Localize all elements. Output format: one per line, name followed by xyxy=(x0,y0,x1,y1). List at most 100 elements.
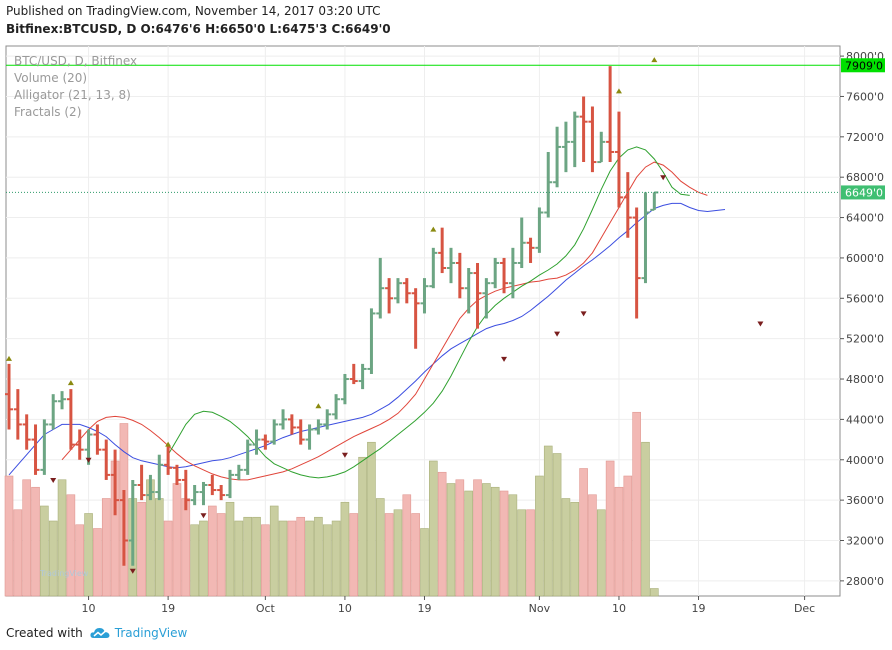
volume-bar xyxy=(517,509,527,597)
ohlc-bar xyxy=(234,464,243,480)
ohlc-bar xyxy=(340,373,349,405)
ohlc-bar xyxy=(508,247,517,299)
ohlc-bar xyxy=(305,424,314,450)
ohlc-bar xyxy=(314,419,323,435)
ohlc-bar xyxy=(570,111,579,168)
ohlc-bar xyxy=(13,389,22,440)
volume-bar xyxy=(446,483,456,597)
volume-bar xyxy=(349,513,359,597)
fractal-down-marker xyxy=(757,321,764,327)
legend: BTC/USD, D, Bitfinex Volume (20) Alligat… xyxy=(14,54,137,119)
ohlc-bar xyxy=(75,429,84,460)
x-tick-label: 19 xyxy=(161,602,175,615)
legend-fractals: Fractals (2) xyxy=(14,105,81,119)
symbol-ohlc-line: Bitfinex:BTCUSD, D O:6476'6 H:6650'0 L:6… xyxy=(6,22,391,36)
legend-volume: Volume (20) xyxy=(14,71,87,85)
ohlc-bar xyxy=(614,111,623,208)
volume-bar xyxy=(181,498,191,597)
ohlc-bar xyxy=(49,394,58,430)
volume-bar xyxy=(252,516,261,597)
x-axis[interactable]: 10 19 Oct 10 19 Nov 10 19 Dec xyxy=(82,596,816,615)
volume-bar xyxy=(429,460,438,597)
volume-bar xyxy=(455,479,465,597)
volume-bar xyxy=(296,516,306,597)
ohlc-bar xyxy=(58,391,67,410)
volume-bar xyxy=(13,509,23,597)
volume-bar xyxy=(40,505,49,597)
volume-bar xyxy=(137,501,146,597)
fractal-markers xyxy=(6,57,764,574)
ohlc-bar xyxy=(128,479,137,566)
volume-bar xyxy=(278,520,288,597)
x-tick-label: Nov xyxy=(529,602,551,615)
ohlc-bar xyxy=(358,363,367,390)
ohlc-bars[interactable] xyxy=(5,66,659,566)
legend-title: BTC/USD, D, Bitfinex xyxy=(14,54,137,68)
volume-bar xyxy=(84,513,93,597)
volume-bar xyxy=(623,475,633,597)
y-axis[interactable]: 8000'07600'07200'06800'06400'06000'05600… xyxy=(840,50,885,588)
ohlc-bar xyxy=(641,192,650,284)
ohlc-bar xyxy=(66,389,75,450)
watermark-text: TradingView xyxy=(39,569,89,578)
price-chart[interactable]: TradingView 8000'07600'07200'06800'06400… xyxy=(0,40,892,622)
volume-bar xyxy=(287,520,297,597)
volume-bar xyxy=(526,509,535,597)
ohlc-bar xyxy=(93,424,102,455)
fractal-up-marker xyxy=(6,355,12,361)
ohlc-bar xyxy=(464,268,473,314)
horizontal-line-label: 7909'0 xyxy=(845,59,883,72)
ohlc-bar xyxy=(146,474,155,501)
volume-bar xyxy=(499,490,509,597)
ohlc-bar xyxy=(588,106,597,173)
ohlc-bar xyxy=(279,409,288,430)
ohlc-bar xyxy=(561,121,570,173)
volume-bar xyxy=(322,524,332,597)
y-tick-label: 7600'0 xyxy=(846,90,884,103)
fractal-up-marker xyxy=(615,88,622,94)
volume-bar xyxy=(261,524,270,597)
volume-bar xyxy=(269,505,279,597)
x-tick-label: Oct xyxy=(256,602,276,615)
tradingview-link[interactable]: TradingView xyxy=(89,622,187,644)
volume-bar xyxy=(375,498,385,597)
y-tick-label: 5200'0 xyxy=(846,333,884,346)
last-price-label: 6649'0 xyxy=(845,186,883,199)
volume-bar xyxy=(367,441,376,597)
ohlc-bar xyxy=(22,414,31,450)
x-tick-label: 10 xyxy=(82,602,96,615)
volume-bar xyxy=(543,445,553,597)
last-price-tag xyxy=(841,185,885,200)
y-tick-label: 6400'0 xyxy=(846,212,884,225)
volume-bar xyxy=(66,494,76,597)
volume-bars xyxy=(4,411,659,597)
volume-bar xyxy=(482,483,491,597)
y-tick-label: 6000'0 xyxy=(846,252,884,265)
ohlc-bar xyxy=(473,262,482,329)
ohlc-bar xyxy=(119,490,128,566)
ohlc-bar xyxy=(217,484,226,501)
fractal-up-marker xyxy=(67,380,74,386)
fractal-down-marker xyxy=(580,311,587,317)
volume-bar xyxy=(75,524,85,597)
volume-bar xyxy=(340,501,350,597)
ohlc-bar xyxy=(517,217,526,269)
fractal-up-marker xyxy=(315,403,322,409)
ohlc-bar xyxy=(491,257,500,289)
ohlc-bar xyxy=(155,454,164,501)
ohlc-bar xyxy=(455,252,464,299)
x-tick-label: 19 xyxy=(417,602,431,615)
ohlc-bar xyxy=(579,96,588,163)
volume-bar xyxy=(31,486,40,597)
ohlc-bar xyxy=(623,172,632,238)
ohlc-bar xyxy=(208,474,217,496)
ohlc-bar xyxy=(349,363,358,385)
y-tick-label: 4400'0 xyxy=(846,413,884,426)
ohlc-bar xyxy=(252,429,261,455)
volume-bar xyxy=(243,516,252,597)
ohlc-bar xyxy=(411,288,420,349)
cloud-icon xyxy=(90,628,110,638)
volume-bar xyxy=(393,509,403,597)
volume-bar xyxy=(314,516,323,597)
ohlc-bar xyxy=(420,278,429,314)
